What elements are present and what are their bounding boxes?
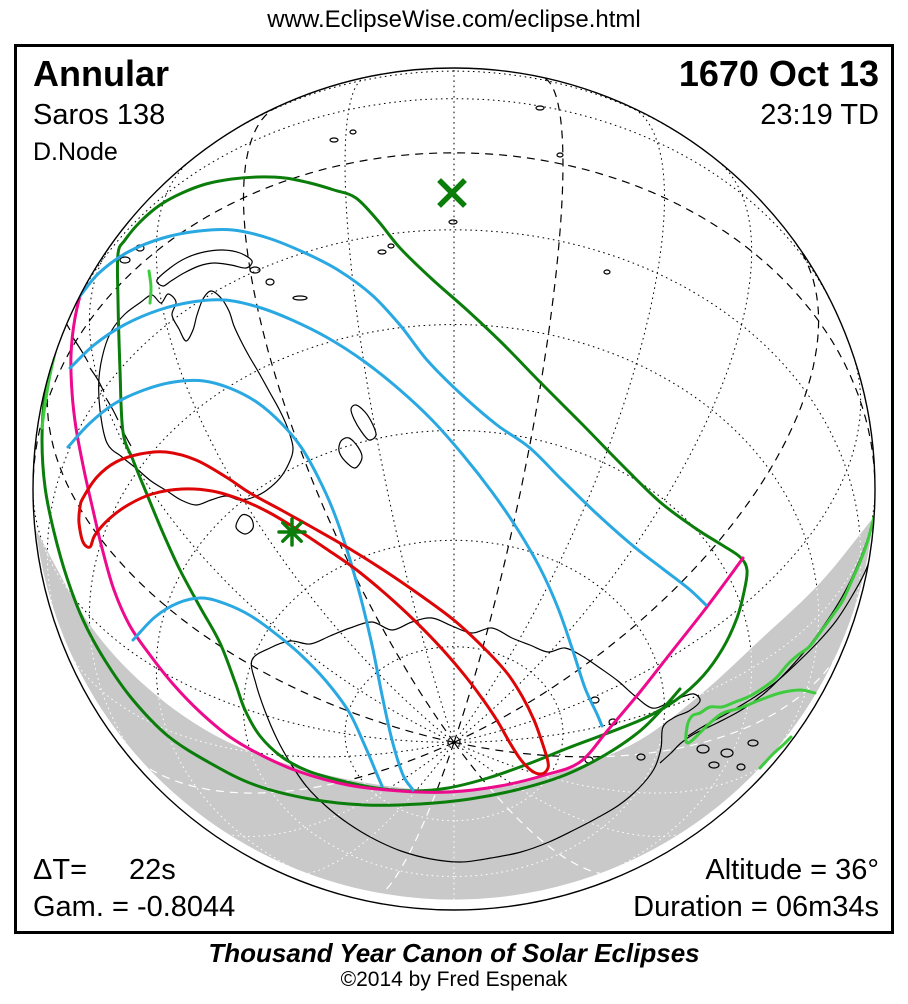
islet (54, 310, 62, 320)
delta-t-label: ΔT= (33, 854, 88, 886)
islet (292, 295, 308, 301)
curve-annular-path (77, 450, 550, 776)
coast-tasmania (235, 513, 254, 535)
eclipse-type-label: Annular (33, 53, 170, 94)
curve-sunrise-limit-lime-short (147, 269, 153, 305)
node-label: D.Node (33, 138, 118, 166)
islet (696, 744, 710, 754)
duration-value: Duration = 06m34s (633, 891, 879, 923)
greatest-eclipse-star-icon (277, 517, 307, 547)
coast-new-guinea (156, 249, 253, 287)
gamma-value: Gam. = -0.8044 (33, 891, 236, 923)
delta-t-row: ΔT= 22s (33, 854, 176, 887)
islet (249, 266, 261, 274)
delta-t-value: 22s (129, 854, 176, 886)
coast-island-chain-4 (105, 397, 119, 421)
islet (70, 238, 80, 252)
islet (720, 748, 734, 758)
islet (58, 286, 66, 298)
islet (377, 249, 387, 255)
islet (448, 219, 458, 225)
curve-magnitude-curve-mid (68, 298, 604, 728)
coast-new-zealand-north (350, 404, 377, 441)
coast-island-chain-3 (89, 367, 105, 393)
eclipse-curves (40, 175, 875, 807)
saros-label: Saros 138 (33, 99, 166, 131)
curve-magnitude-curve-north (78, 227, 708, 607)
islet (387, 243, 395, 249)
altitude-value: Altitude = 36° (705, 854, 879, 886)
islet (736, 763, 746, 771)
curve-magnitude-curve-south (66, 378, 415, 792)
globe-outline (32, 67, 876, 911)
islet (636, 753, 646, 761)
curve-sunset-limit-lime-coast (684, 515, 875, 745)
site-url-header: www.EclipseWise.com/eclipse.html (267, 6, 641, 33)
curve-sunset-magnitude-arc (131, 596, 384, 788)
islet (349, 129, 357, 135)
eclipse-map-frame: Annular Saros 138 D.Node 1670 Oct 13 23:… (14, 44, 894, 934)
islet (119, 256, 131, 264)
curve-southern-limit-magenta (69, 248, 745, 794)
canon-title: Thousand Year Canon of Solar Eclipses (208, 938, 700, 968)
coast-new-zealand-south (338, 437, 363, 469)
eclipse-time: 23:19 TD (760, 99, 879, 131)
islet (708, 761, 720, 769)
curve-penumbral-limit-loop (115, 175, 749, 793)
globe-svg (32, 67, 876, 911)
islet (747, 739, 759, 747)
coast-south-america-inner (687, 544, 875, 737)
islet (265, 278, 275, 286)
islet (329, 137, 339, 143)
coast-island-chain-2 (71, 335, 89, 363)
islet (556, 152, 564, 158)
night-shading (36, 518, 873, 900)
copyright-line: ©2014 by Fred Espenak (340, 968, 568, 991)
coast-island-chain-1 (51, 299, 71, 331)
sub-solar-x-icon (437, 178, 467, 208)
curve-sunset-limit-lime-south (758, 735, 793, 770)
islet (603, 269, 611, 275)
eclipse-date: 1670 Oct 13 (678, 53, 879, 94)
islet (535, 105, 545, 111)
islet (64, 262, 72, 274)
